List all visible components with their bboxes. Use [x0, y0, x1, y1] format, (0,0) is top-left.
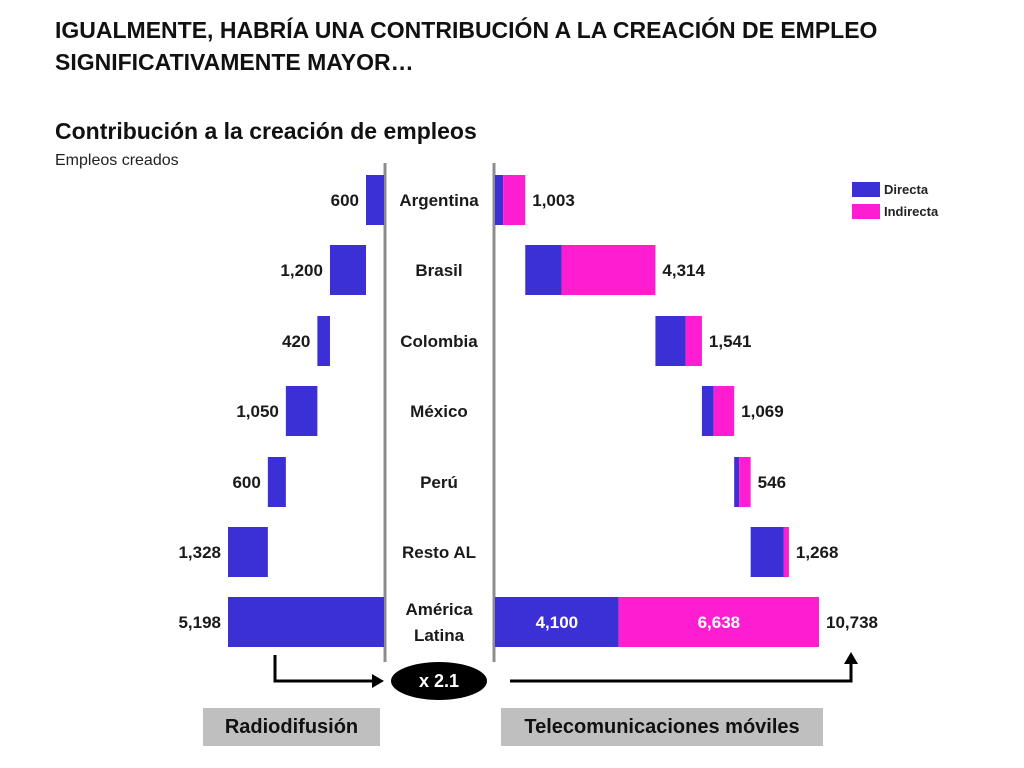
mobile-indirect-bar	[618, 597, 819, 647]
mobile-total-label: 10,738	[826, 613, 878, 632]
radio-bar	[285, 386, 318, 436]
legend-item-direct: Directa	[852, 178, 938, 200]
radio-value-label: 600	[331, 191, 359, 210]
legend-label-direct: Directa	[884, 181, 929, 197]
right-arrow-head	[844, 652, 858, 664]
radio-bar	[317, 316, 330, 366]
radio-bar	[365, 175, 384, 225]
category-label: Resto AL	[402, 543, 476, 562]
category-labels: Argentina Brasil Colombia México Perú Resto A…	[399, 191, 479, 645]
category-label: América	[405, 600, 473, 619]
radio-value-label: 1,050	[236, 402, 279, 421]
mobile-total-label: 1,541	[709, 332, 752, 351]
legend-swatch-direct	[852, 181, 880, 197]
moviles-label: Telecomunicaciones móviles	[501, 708, 823, 746]
mobile-direct-bar	[734, 457, 740, 507]
legend-item-indirect: Indirecta	[852, 200, 938, 222]
mobile-direct-bar	[701, 386, 714, 436]
mobile-direct-bar	[655, 316, 686, 366]
left-arrow-line	[273, 655, 380, 683]
mobile-direct-bar	[495, 175, 504, 225]
mobile-indirect-bar	[713, 386, 735, 436]
mobile-total-label: 546	[758, 473, 786, 492]
mobile-total-label: 1,003	[532, 191, 575, 210]
category-label: Argentina	[399, 191, 479, 210]
mobile-indirect-bar	[783, 527, 789, 577]
mobile-indirect-bar	[685, 316, 702, 366]
radiodifusion-label: Radiodifusión	[203, 708, 380, 746]
left-arrow-head	[372, 674, 384, 688]
radio-value-label: 1,200	[280, 261, 323, 280]
chart-title: Contribución a la creación de empleos	[55, 118, 477, 144]
mobile-total-label: 1,069	[741, 402, 784, 421]
radio-value-label: 5,198	[178, 613, 221, 632]
comparison-arrows	[273, 652, 858, 688]
radiodifusion-bars: 600 1,200 420 1,050 600 1,328 5,198	[178, 175, 384, 647]
mobile-direct-value-label: 4,100	[536, 613, 579, 632]
ratio-badge: x 2.1	[391, 662, 487, 700]
slide-headline: IGUALMENTE, HABRÍA UNA CONTRIBUCIÓN A LA…	[55, 17, 878, 75]
legend-label-indirect: Indirecta	[884, 203, 939, 219]
radio-bar	[228, 527, 268, 577]
category-label: Latina	[414, 626, 465, 645]
radio-bar	[329, 245, 366, 295]
legend: Directa Indirecta	[852, 178, 938, 222]
radio-value-label: 600	[232, 473, 260, 492]
mobile-indirect-bar	[503, 175, 526, 225]
mobile-direct-bar	[495, 597, 619, 647]
category-label: Brasil	[415, 261, 462, 280]
mobile-indirect-bar	[739, 457, 751, 507]
mobile-total-label: 1,268	[796, 543, 839, 562]
radio-bar	[228, 597, 384, 647]
mobile-indirect-value-label: 6,638	[698, 613, 741, 632]
mobile-direct-bar	[525, 245, 562, 295]
mobile-total-label: 4,314	[662, 261, 705, 280]
chart-unit: Empleos creados	[55, 152, 179, 169]
radio-bar	[267, 457, 286, 507]
radio-value-label: 420	[282, 332, 310, 351]
legend-swatch-indirect	[852, 203, 880, 219]
category-label: Perú	[420, 473, 458, 492]
mobile-indirect-bar	[561, 245, 656, 295]
category-label: Colombia	[400, 332, 478, 351]
right-arrow-line	[510, 661, 853, 683]
moviles-bars: 1,003 4,314 1,541 1,069 546 1,268 10,738 4,100 6…	[495, 175, 878, 647]
category-label: México	[410, 402, 468, 421]
radio-value-label: 1,328	[178, 543, 221, 562]
dividers	[383, 163, 496, 662]
mobile-direct-bar	[750, 527, 784, 577]
